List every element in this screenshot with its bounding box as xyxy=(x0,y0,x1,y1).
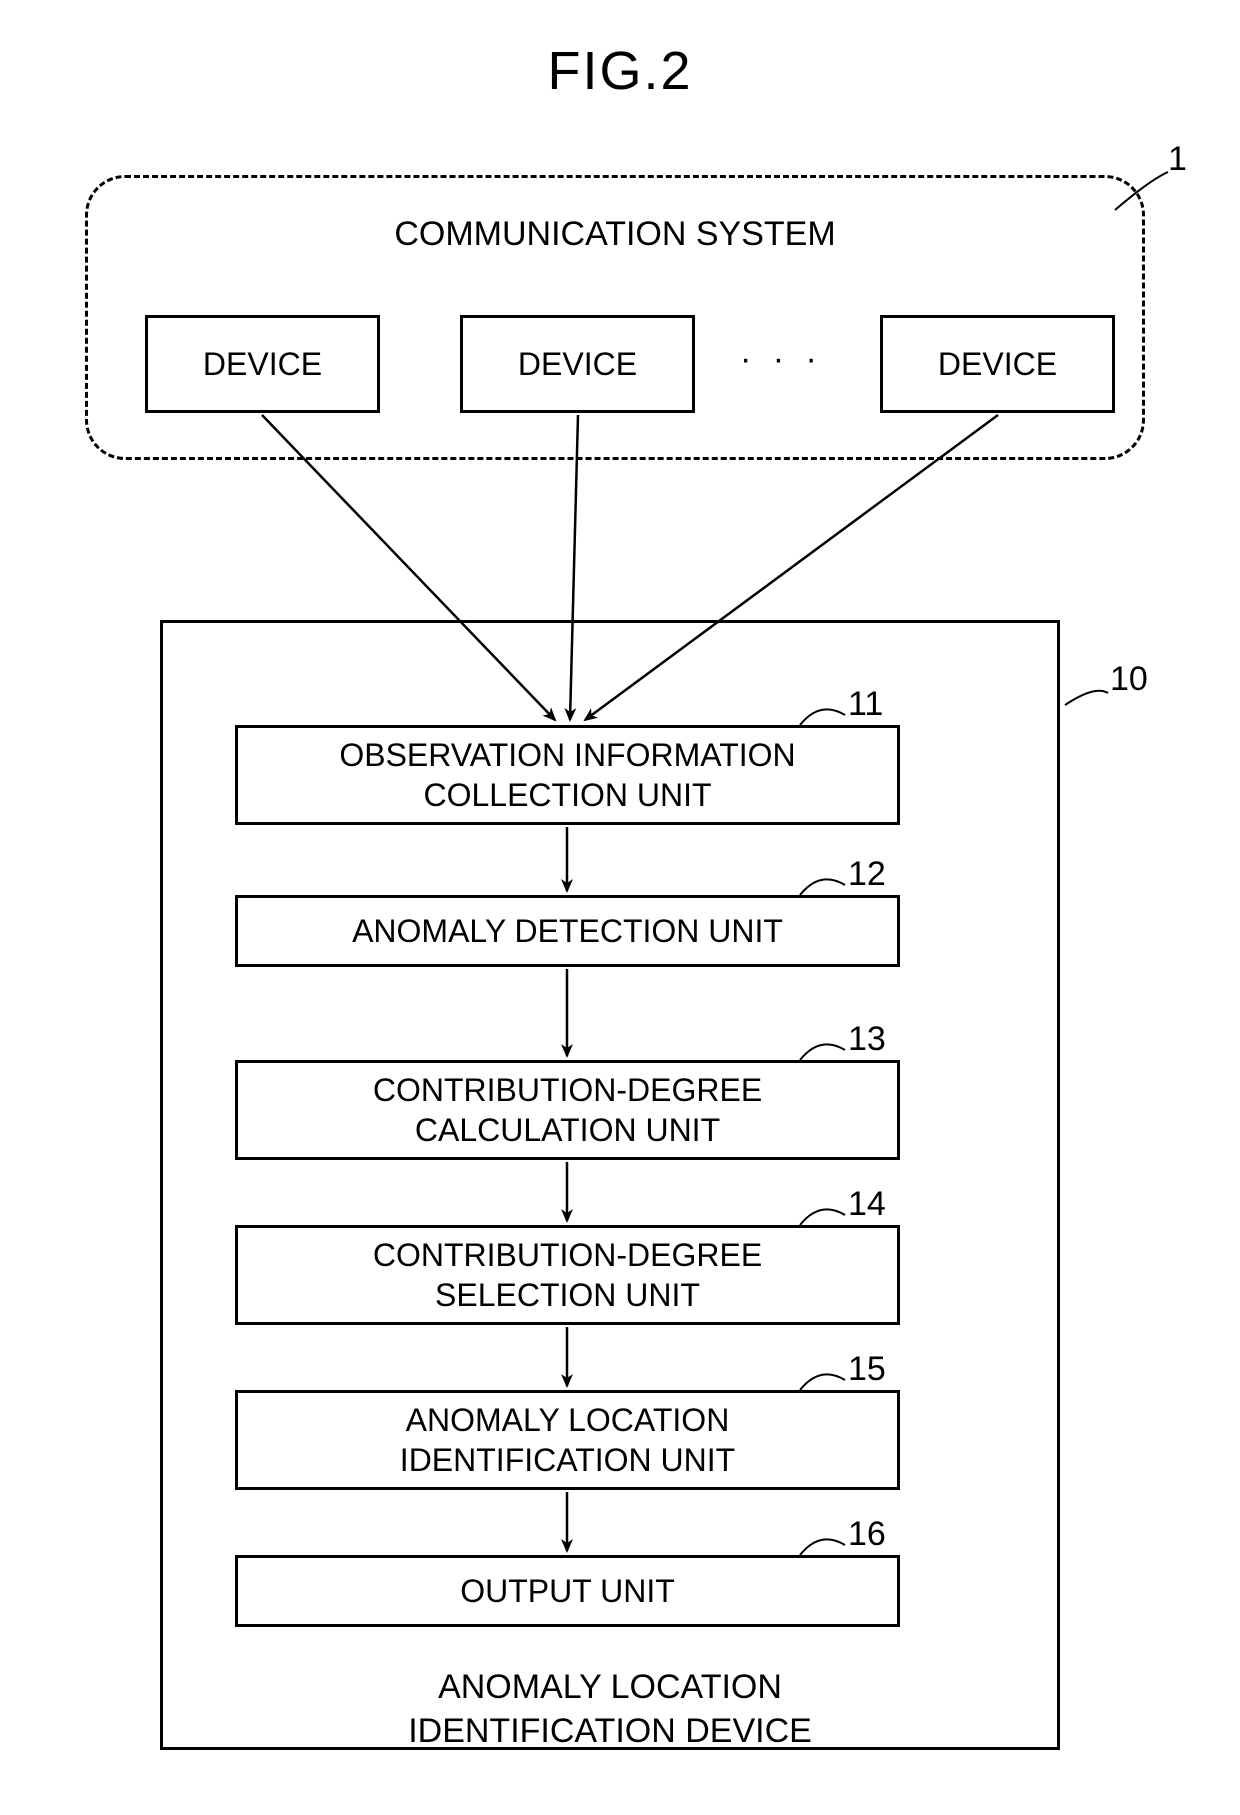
unit-box-15: ANOMALY LOCATION IDENTIFICATION UNIT xyxy=(235,1390,900,1490)
figure-title: FIG.2 xyxy=(547,40,692,102)
ref-label-11: 11 xyxy=(848,685,883,724)
device-ellipsis: · · · xyxy=(740,340,823,379)
unit-box-12: ANOMALY DETECTION UNIT xyxy=(235,895,900,967)
device-box-2: DEVICE xyxy=(460,315,695,413)
ref-label-1: 1 xyxy=(1168,140,1187,179)
ref-label-13: 13 xyxy=(848,1020,886,1059)
ref-label-16: 16 xyxy=(848,1515,886,1554)
device-box-1: DEVICE xyxy=(145,315,380,413)
unit-box-14: CONTRIBUTION-DEGREE SELECTION UNIT xyxy=(235,1225,900,1325)
communication-system-title: COMMUNICATION SYSTEM xyxy=(85,215,1145,254)
anomaly-device-title: ANOMALY LOCATION IDENTIFICATION DEVICE xyxy=(160,1665,1060,1753)
ref-label-12: 12 xyxy=(848,855,886,894)
device-box-3: DEVICE xyxy=(880,315,1115,413)
unit-box-13: CONTRIBUTION-DEGREE CALCULATION UNIT xyxy=(235,1060,900,1160)
ref-label-14: 14 xyxy=(848,1185,886,1224)
ref-label-15: 15 xyxy=(848,1350,886,1389)
ref-label-10: 10 xyxy=(1110,660,1148,699)
unit-box-11: OBSERVATION INFORMATION COLLECTION UNIT xyxy=(235,725,900,825)
unit-box-16: OUTPUT UNIT xyxy=(235,1555,900,1627)
